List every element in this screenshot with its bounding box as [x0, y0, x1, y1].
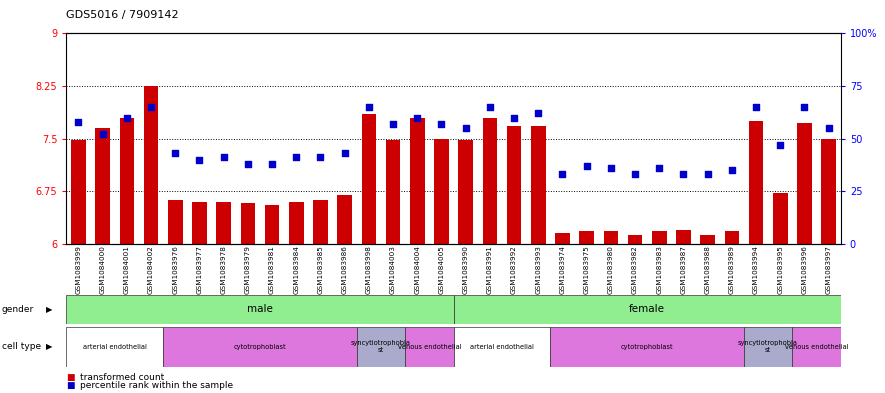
Point: [96, 131, 110, 138]
Point: [265, 161, 279, 167]
FancyBboxPatch shape: [66, 296, 454, 324]
Point: [119, 114, 134, 121]
Point: [701, 171, 715, 177]
Bar: [168, 200, 182, 244]
FancyBboxPatch shape: [163, 327, 357, 367]
Bar: [362, 114, 376, 244]
FancyBboxPatch shape: [792, 327, 841, 367]
Bar: [410, 118, 425, 244]
Point: [241, 161, 255, 167]
Bar: [119, 118, 135, 244]
FancyBboxPatch shape: [550, 327, 744, 367]
Text: arterial endothelial: arterial endothelial: [470, 344, 534, 350]
Point: [483, 104, 497, 110]
Text: cytotrophoblast: cytotrophoblast: [234, 344, 286, 350]
Point: [289, 154, 304, 161]
Point: [725, 167, 739, 173]
Point: [313, 154, 327, 161]
Point: [435, 121, 449, 127]
Text: female: female: [629, 305, 666, 314]
FancyBboxPatch shape: [405, 327, 454, 367]
Point: [821, 125, 835, 131]
Point: [676, 171, 690, 177]
Text: syncytiotrophobla
st: syncytiotrophobla st: [738, 340, 798, 353]
Point: [580, 163, 594, 169]
Text: cell type: cell type: [2, 342, 41, 351]
Bar: [435, 139, 449, 244]
Bar: [143, 86, 158, 244]
Point: [628, 171, 643, 177]
FancyBboxPatch shape: [357, 327, 405, 367]
Point: [507, 114, 521, 121]
Point: [168, 150, 182, 156]
Bar: [580, 231, 594, 244]
Bar: [555, 233, 570, 244]
Point: [144, 104, 158, 110]
Bar: [241, 203, 255, 244]
Point: [72, 119, 86, 125]
Bar: [337, 195, 352, 244]
Point: [797, 104, 812, 110]
Point: [604, 165, 618, 171]
Bar: [458, 140, 473, 244]
Point: [773, 142, 788, 148]
Bar: [386, 140, 400, 244]
Text: ▶: ▶: [46, 342, 52, 351]
Point: [337, 150, 351, 156]
Bar: [627, 235, 643, 244]
Bar: [96, 128, 110, 244]
Bar: [749, 121, 763, 244]
FancyBboxPatch shape: [454, 327, 550, 367]
Bar: [604, 231, 618, 244]
Bar: [192, 202, 207, 244]
Bar: [289, 202, 304, 244]
Point: [410, 114, 424, 121]
Bar: [507, 126, 521, 244]
Bar: [700, 235, 715, 244]
Text: gender: gender: [2, 305, 34, 314]
Point: [556, 171, 570, 177]
Text: arterial endothelial: arterial endothelial: [83, 344, 147, 350]
Text: male: male: [247, 305, 273, 314]
Bar: [482, 118, 497, 244]
Bar: [265, 205, 280, 244]
Text: ■: ■: [66, 373, 75, 382]
Point: [386, 121, 400, 127]
Bar: [531, 126, 545, 244]
Text: ■: ■: [66, 381, 75, 390]
Text: ▶: ▶: [46, 305, 52, 314]
Point: [458, 125, 473, 131]
Bar: [217, 202, 231, 244]
Point: [531, 110, 545, 116]
Bar: [676, 230, 690, 244]
Text: cytotrophoblast: cytotrophoblast: [621, 344, 673, 350]
Bar: [71, 140, 86, 244]
Text: percentile rank within the sample: percentile rank within the sample: [80, 381, 233, 390]
Point: [192, 156, 206, 163]
Point: [652, 165, 666, 171]
FancyBboxPatch shape: [66, 327, 163, 367]
Bar: [773, 193, 788, 244]
FancyBboxPatch shape: [454, 296, 841, 324]
Text: transformed count: transformed count: [80, 373, 164, 382]
Bar: [725, 231, 739, 244]
Bar: [313, 200, 327, 244]
Point: [217, 154, 231, 161]
Bar: [821, 139, 836, 244]
Bar: [652, 231, 666, 244]
Point: [749, 104, 763, 110]
Bar: [797, 123, 812, 244]
Text: GDS5016 / 7909142: GDS5016 / 7909142: [66, 10, 179, 20]
Point: [362, 104, 376, 110]
Text: venous endothelial: venous endothelial: [785, 344, 849, 350]
Text: syncytiotrophobla
st: syncytiotrophobla st: [351, 340, 411, 353]
Text: venous endothelial: venous endothelial: [397, 344, 461, 350]
FancyBboxPatch shape: [744, 327, 792, 367]
